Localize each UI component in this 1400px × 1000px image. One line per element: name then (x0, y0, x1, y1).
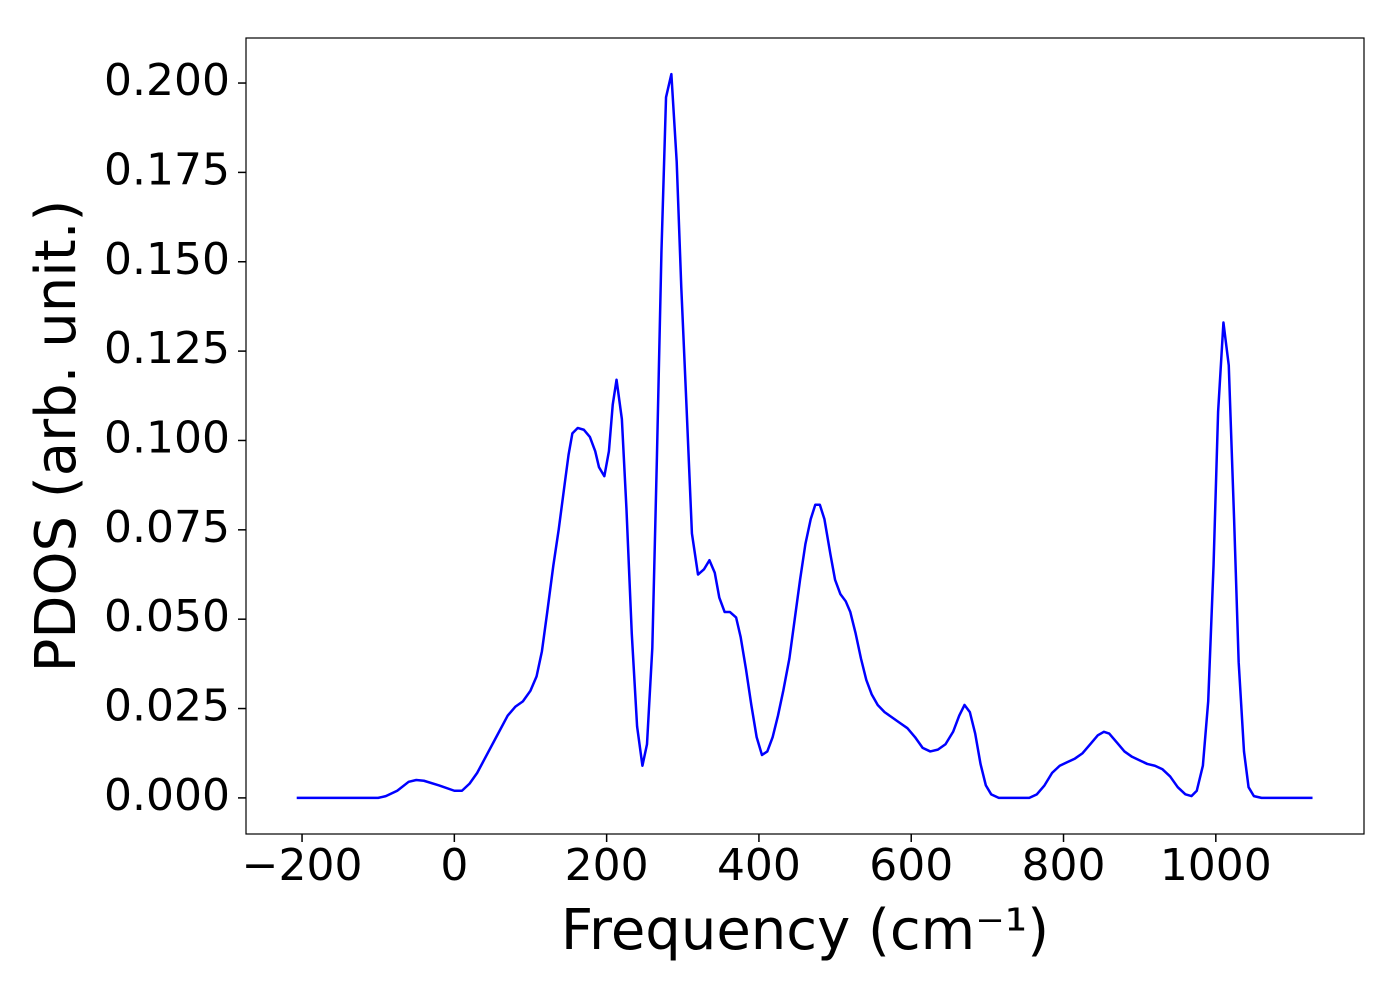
y-tick-label: 0.175 (104, 144, 230, 195)
x-tick-label: 1000 (1160, 840, 1272, 891)
x-tick-label: 200 (565, 840, 649, 891)
x-tick-label: 400 (717, 840, 801, 891)
y-tick-label: 0.050 (104, 591, 230, 642)
y-tick-label: 0.150 (104, 234, 230, 285)
y-axis-label: PDOS (arb. unit.) (24, 200, 89, 673)
x-tick-label: 800 (1022, 840, 1106, 891)
x-tick-label: 0 (440, 840, 468, 891)
x-tick-label: −200 (242, 840, 363, 891)
x-tick-label: 600 (869, 840, 953, 891)
y-tick-label: 0.100 (104, 412, 230, 463)
y-tick-label: 0.200 (104, 55, 230, 106)
x-axis-label: Frequency (cm⁻¹) (561, 898, 1049, 963)
data-line (296, 72, 1313, 800)
y-tick-label: 0.075 (104, 502, 230, 553)
plot-frame (245, 37, 1365, 835)
y-tick-label: 0.025 (104, 681, 230, 732)
y-tick-label: 0.125 (104, 323, 230, 374)
y-tick-label: 0.000 (104, 770, 230, 821)
